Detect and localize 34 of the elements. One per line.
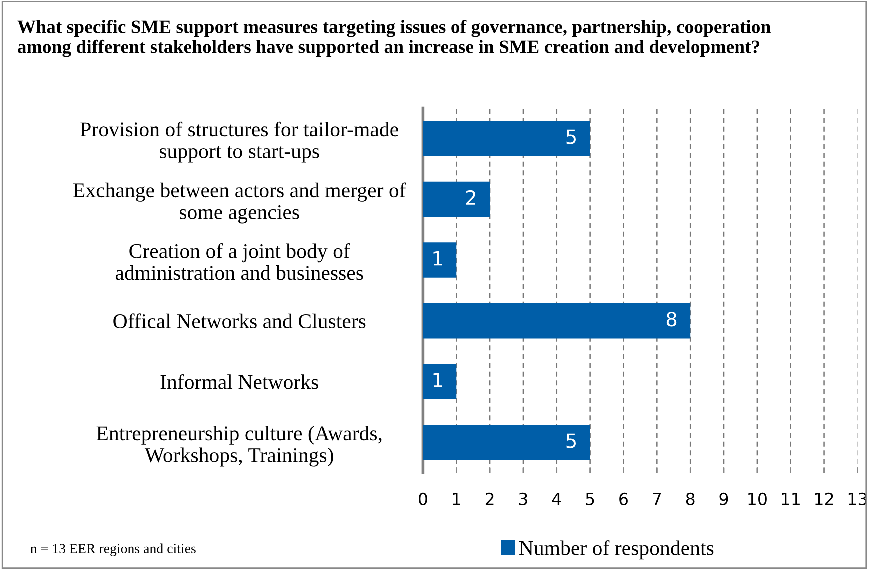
x-tick-label: 12	[816, 492, 834, 506]
x-tick-label: 2	[486, 492, 494, 506]
bar	[423, 303, 691, 339]
y-tick-label: Exchange between actors and merger of some agencies	[74, 182, 406, 224]
x-tick-label: 7	[653, 493, 662, 506]
data-label: 1	[434, 373, 442, 388]
bar	[423, 242, 457, 278]
x-tick-label: 6	[620, 492, 628, 506]
x-tick-label: 0	[419, 492, 428, 506]
chart-title: What specific SME support measures targeting issues of governance, partnership, cooperation among different stakeholders have supported an increase in SME creation and development?	[18, 20, 771, 58]
bar	[423, 425, 590, 460]
x-tick-label: 10	[748, 492, 767, 506]
data-label: 2	[466, 190, 476, 205]
x-tick-label: 3	[519, 492, 528, 506]
x-tick-label: 5	[586, 493, 594, 506]
x-tick-label: 9	[720, 492, 728, 506]
x-tick-label: 11	[782, 493, 800, 506]
x-tick-label: 4	[552, 493, 562, 506]
x-tick-label: 8	[686, 492, 695, 506]
text: n = 13 EER regions and cities	[30, 544, 196, 556]
data-label: 5	[566, 130, 576, 144]
y-tick-label: Informal Networks	[160, 374, 318, 390]
y-tick-label: Entrepreneurship culture (Awards, Workshops, Trainings)	[96, 426, 382, 467]
x-tick-label: 1	[453, 493, 460, 506]
data-label: 5	[566, 434, 576, 448]
bar	[423, 182, 490, 218]
y-tick-label: Creation of a joint body of administration and businesses	[116, 243, 364, 280]
data-label: 8	[666, 312, 677, 327]
y-tick-label: Provision of structures for tailor-made support to start-ups	[80, 122, 398, 163]
data-label: 1	[434, 251, 442, 266]
legend-label: Number of respondents	[519, 540, 714, 560]
y-tick-label: Offical Networks and Clusters	[114, 314, 366, 329]
bar	[423, 364, 457, 400]
bar	[423, 121, 590, 156]
